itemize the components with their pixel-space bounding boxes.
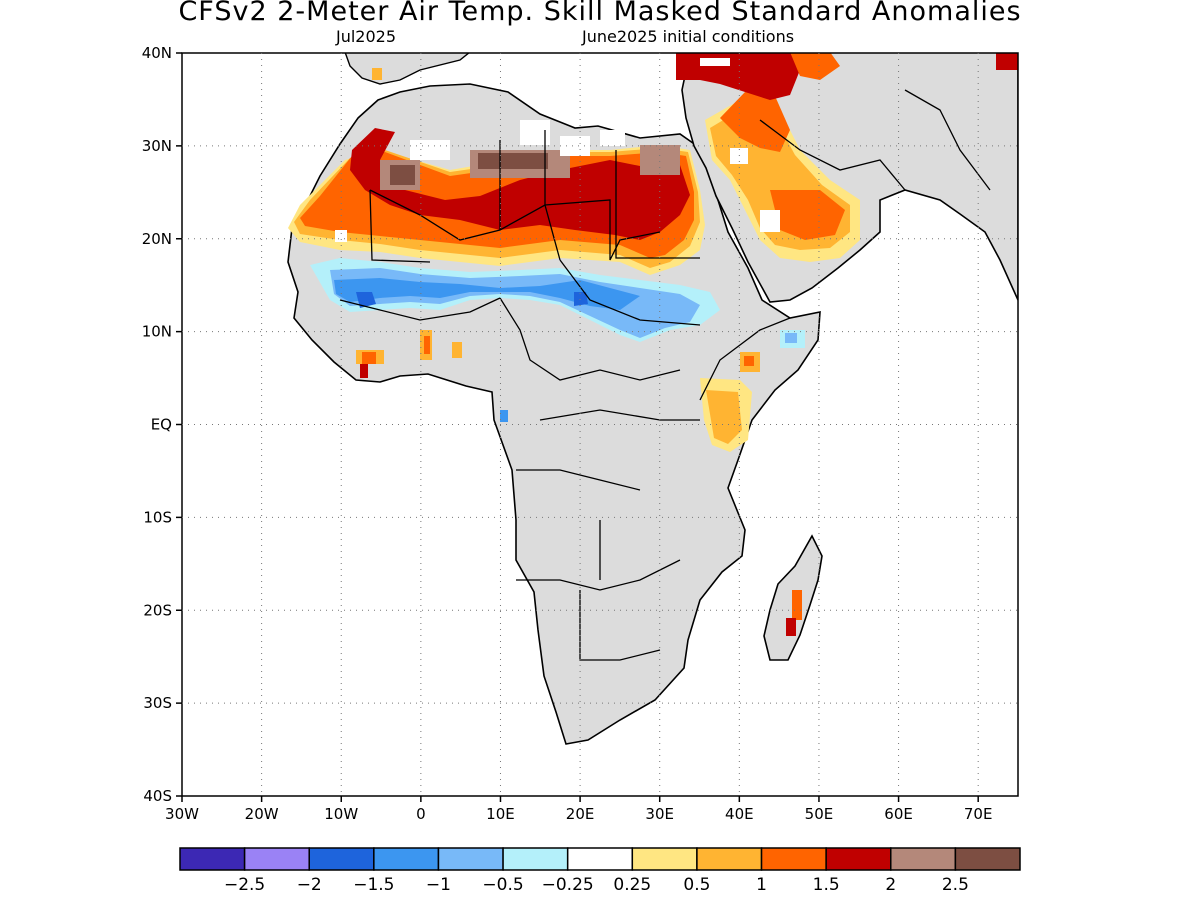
lat-tick-label: 20N	[142, 230, 172, 248]
latitude-axis: 40N 30N 20N 10N EQ 10S 20S 30S 40S	[142, 44, 182, 805]
lon-tick-label: 10E	[486, 805, 515, 823]
colorbar-swatch	[566, 847, 634, 871]
forecast-month: Jul2025	[336, 27, 397, 46]
lat-tick-label: 10N	[142, 323, 172, 341]
lon-tick-label: 30E	[645, 805, 674, 823]
colorbar-label: 1.5	[813, 875, 840, 895]
colorbar-swatch	[502, 847, 569, 871]
colorbar-label: 0.5	[683, 875, 710, 895]
colorbar-swatch	[696, 847, 763, 871]
colorbar-label: 1	[756, 875, 767, 895]
colorbar-label: −2.5	[224, 875, 265, 895]
map-title: CFSv2 2-Meter Air Temp. Skill Masked Sta…	[178, 0, 1022, 27]
colorbar-label: −0.25	[542, 875, 594, 895]
lat-tick-label: 10S	[143, 508, 172, 526]
colorbar-label: 2	[885, 875, 896, 895]
colorbar-swatch	[954, 847, 1021, 871]
colorbar-label: −0.5	[482, 875, 523, 895]
lat-tick-label: EQ	[151, 416, 172, 434]
lon-tick-label: 40E	[725, 805, 754, 823]
colorbar-swatch	[631, 847, 698, 871]
colorbar-swatch	[825, 847, 892, 871]
lon-tick-label: 20E	[566, 805, 595, 823]
colorbar-swatch	[179, 847, 246, 871]
lat-tick-label: 40N	[142, 44, 172, 62]
colorbar-swatch	[437, 847, 504, 871]
lon-tick-label: 20W	[245, 805, 279, 823]
colorbar-swatch	[760, 847, 827, 871]
colorbar-swatch	[890, 847, 957, 871]
lon-tick-label: 50E	[805, 805, 834, 823]
colorbar-label: 2.5	[942, 875, 969, 895]
colorbar: −2.5 −2 −1.5 −1 −0.5 −0.25 0.25 0.5 1 1.5 2 2.5	[179, 847, 1021, 895]
lat-tick-label: 40S	[143, 787, 172, 805]
colorbar-swatch	[373, 847, 440, 871]
lat-tick-label: 30N	[142, 137, 172, 155]
lat-tick-label: 20S	[143, 601, 172, 619]
europe-land	[344, 53, 470, 85]
colorbar-swatch	[243, 847, 310, 871]
colorbar-label: 0.25	[613, 875, 651, 895]
colorbar-label: −1	[426, 875, 451, 895]
anomaly-patches	[288, 53, 1018, 636]
longitude-axis: 30W 20W 10W 0 10E 20E 30E 40E 50E 60E 70E	[165, 796, 992, 823]
colorbar-label: −2	[297, 875, 322, 895]
map-area	[287, 53, 1018, 745]
gridlines	[182, 53, 1018, 796]
colorbar-swatch	[308, 847, 375, 871]
initial-conditions-label: June2025 initial conditions	[582, 27, 795, 46]
lat-tick-label: 30S	[143, 694, 172, 712]
lon-tick-label: 30W	[165, 805, 199, 823]
country-borders	[339, 89, 991, 661]
lon-tick-label: 10W	[324, 805, 358, 823]
colorbar-label: −1.5	[353, 875, 394, 895]
lon-tick-label: 60E	[884, 805, 913, 823]
lon-tick-label: 0	[416, 805, 426, 823]
lon-tick-label: 70E	[964, 805, 993, 823]
